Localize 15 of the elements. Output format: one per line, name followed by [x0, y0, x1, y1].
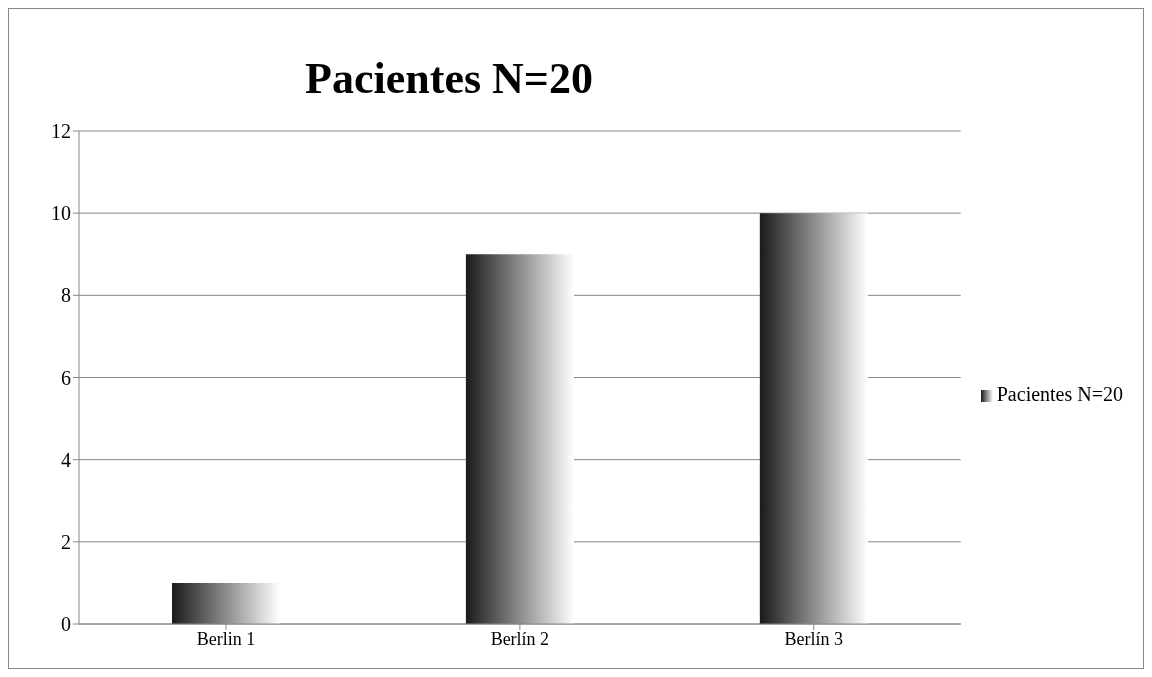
bar	[172, 582, 280, 624]
x-tick-label: Berlín 3	[784, 628, 844, 649]
y-tick-label: 12	[51, 120, 71, 143]
legend-label: Pacientes N=20	[996, 382, 1123, 405]
bar	[465, 254, 574, 624]
bar	[759, 213, 868, 624]
y-tick-label: 2	[61, 530, 71, 553]
y-tick-label: 0	[61, 613, 71, 636]
y-tick-label: 6	[61, 366, 71, 389]
x-tick-label: Berlín 2	[490, 628, 550, 649]
x-tick-label: Berlin 1	[196, 628, 256, 649]
y-tick-label: 10	[51, 202, 71, 225]
y-tick-label: 8	[61, 284, 71, 307]
y-tick-label: 4	[61, 448, 71, 471]
chart-title: Pacientes N=20	[304, 53, 594, 105]
